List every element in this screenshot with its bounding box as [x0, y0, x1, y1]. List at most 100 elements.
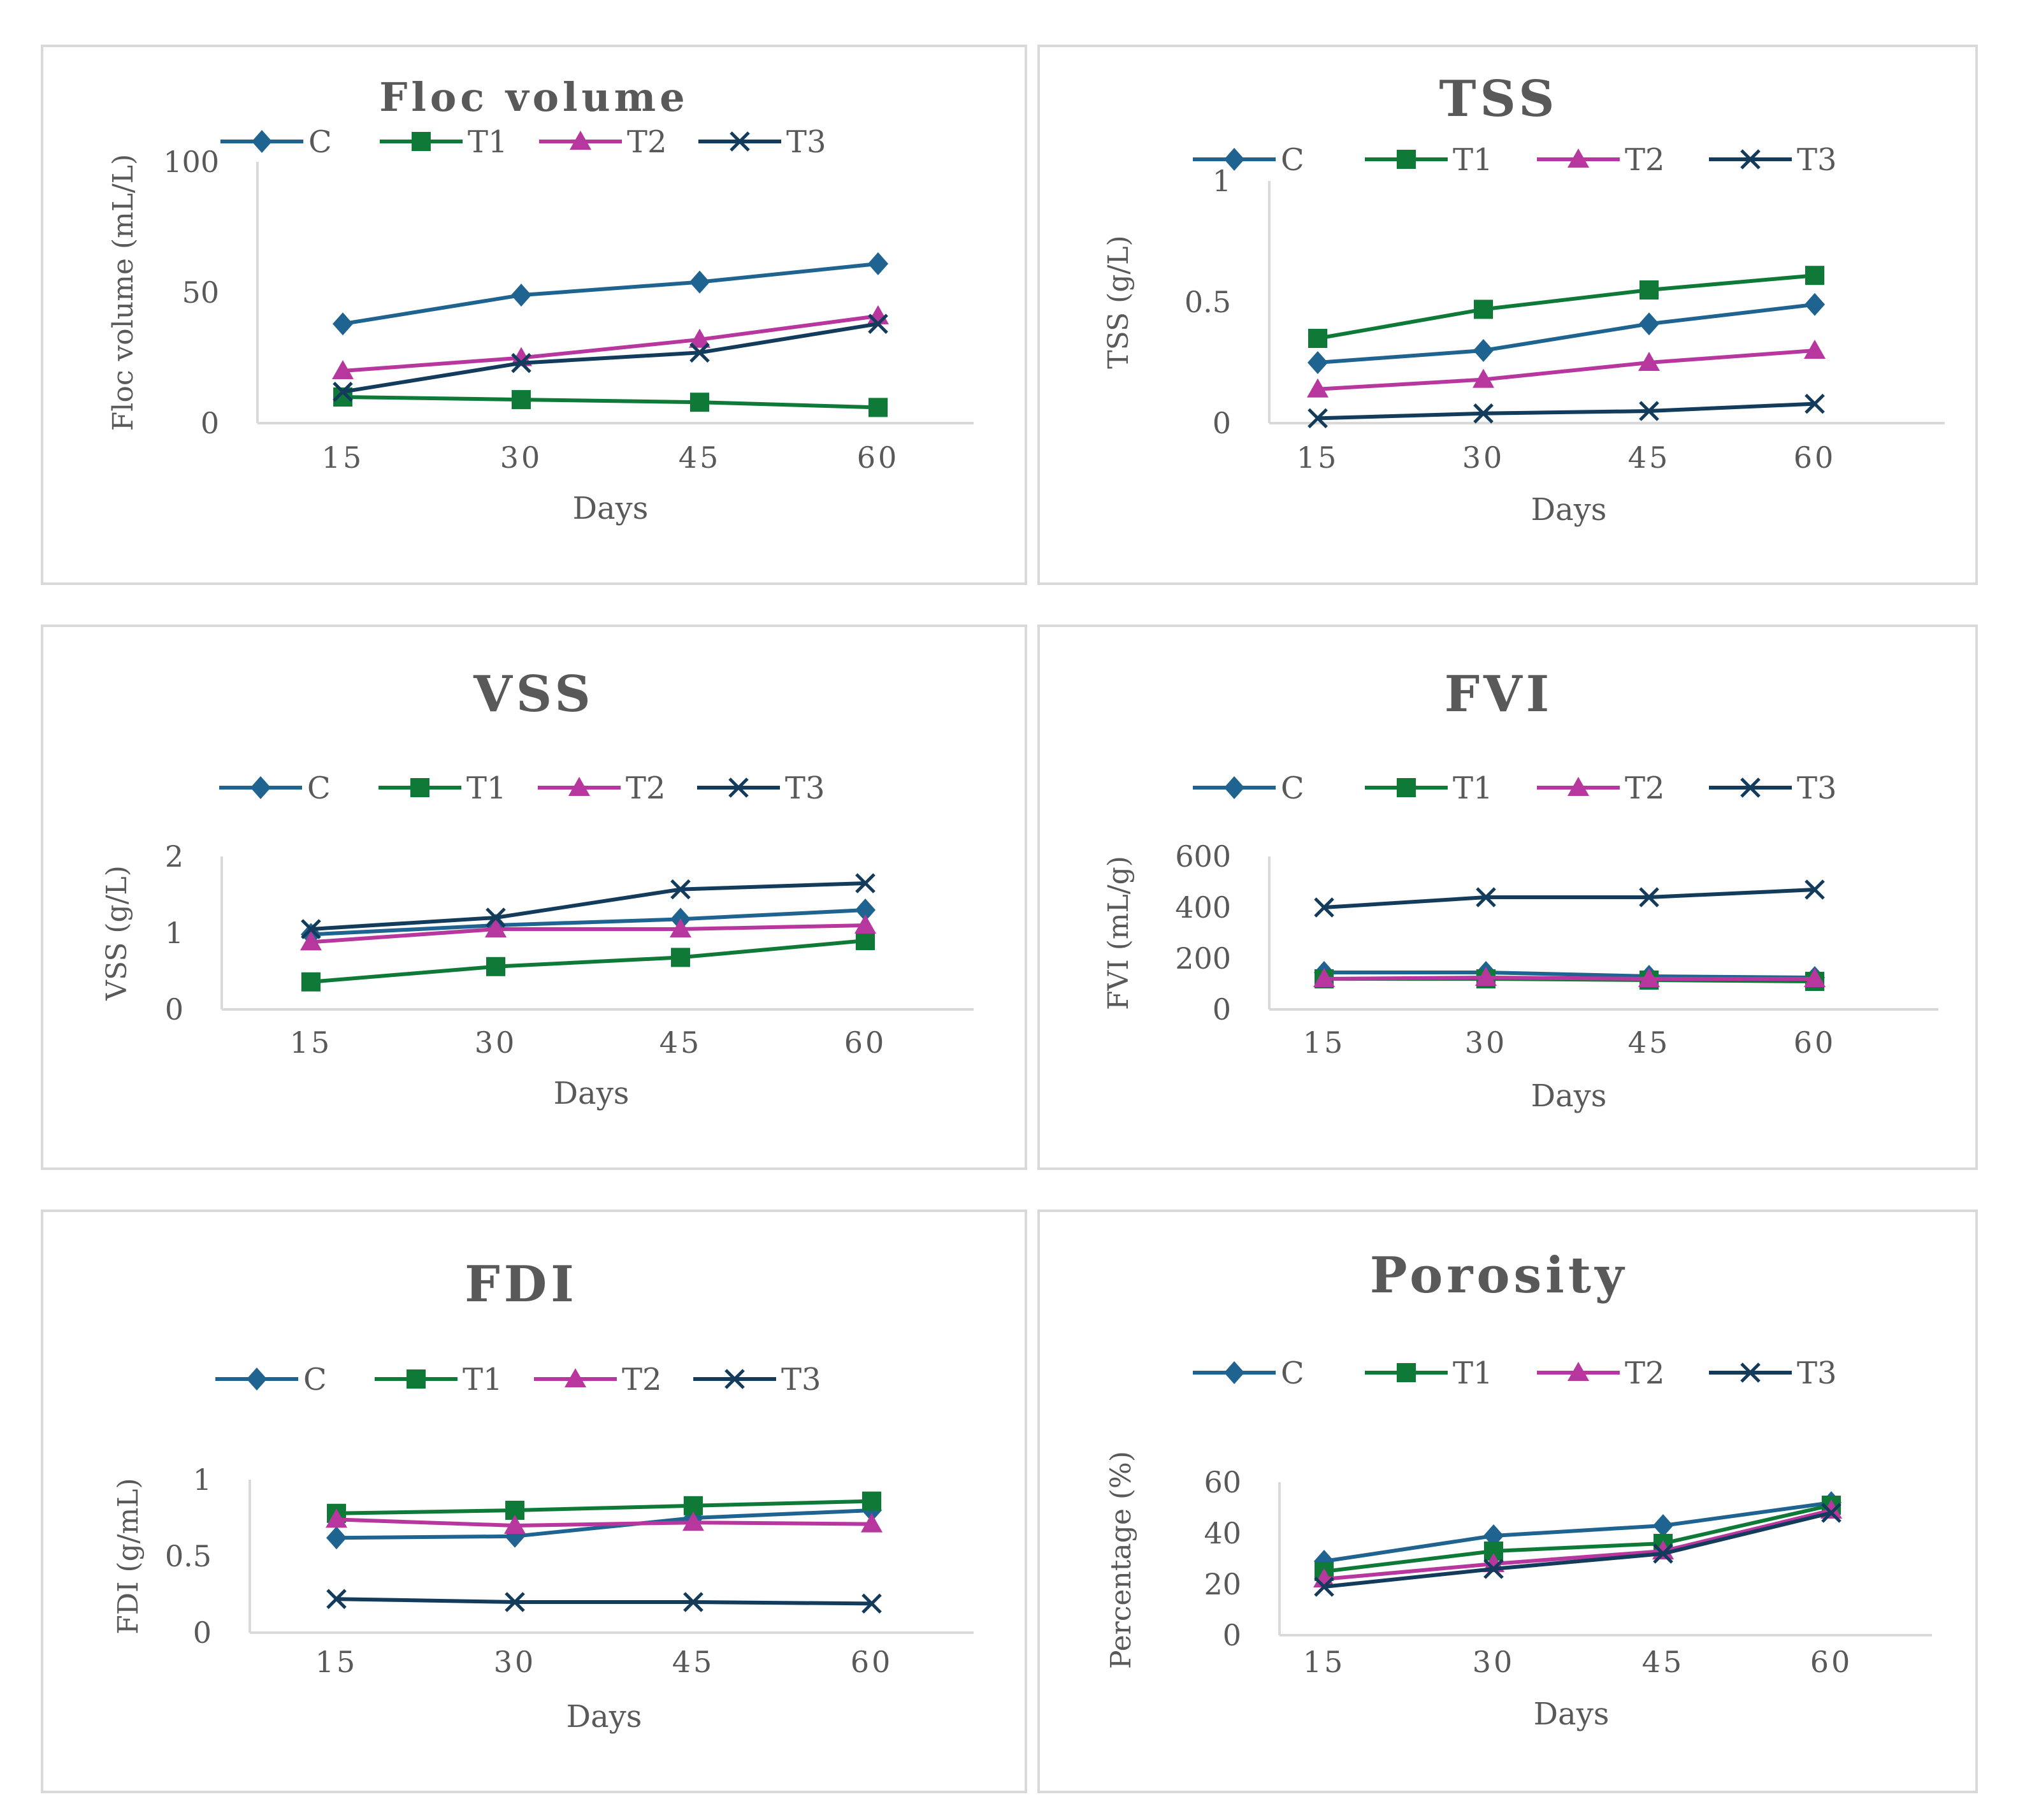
legend-item-t2: T2 — [538, 770, 666, 806]
y-tick-label: 1 — [1213, 164, 1231, 198]
data-point-t2 — [485, 918, 507, 937]
data-point-t2 — [1638, 352, 1660, 371]
x-axis-title: Days — [554, 1076, 630, 1111]
x-tick-label: 30 — [1465, 1025, 1508, 1060]
fdi-chart-title: FDI — [465, 1255, 578, 1313]
legend-item-c: C — [215, 1362, 327, 1398]
legend-item-t3: T3 — [1709, 770, 1837, 806]
series-line-t1 — [1323, 1503, 1832, 1573]
series-line-c — [342, 261, 879, 326]
data-point-t2 — [1804, 340, 1826, 359]
legend-marker-triangle — [1568, 1362, 1589, 1381]
y-tick-label: 0 — [1213, 406, 1231, 440]
legend-label: T3 — [1797, 770, 1837, 806]
series-t2 — [300, 914, 876, 951]
legend-item-t3: T3 — [1709, 1355, 1837, 1391]
x-tick-label: 15 — [1303, 1645, 1346, 1679]
data-point-c — [511, 284, 531, 307]
data-point-t1 — [1308, 329, 1327, 348]
data-point-t3 — [683, 1592, 703, 1612]
floc-volume-chart: Floc volume C T1 T2 T3 0 50 100 15 30 45 60 Days Floc… — [107, 74, 974, 526]
series-t2 — [1307, 340, 1826, 398]
data-point-t3 — [505, 1592, 525, 1612]
series-line-t3 — [310, 881, 866, 931]
y-tick-label: 60 — [1204, 1465, 1241, 1499]
data-point-t2 — [300, 931, 322, 951]
x-axis-title: Days — [566, 1699, 642, 1735]
legend-label: T3 — [781, 1362, 821, 1398]
series-t1 — [301, 931, 875, 992]
legend-label: C — [308, 124, 332, 160]
data-point-t3 — [1476, 887, 1496, 907]
data-point-c — [855, 899, 876, 921]
data-point-t2 — [854, 914, 876, 934]
legend-item-t2: T2 — [534, 1362, 662, 1398]
legend-marker-triangle — [1568, 148, 1589, 168]
data-point-t3 — [301, 919, 321, 939]
data-point-c — [1639, 312, 1659, 336]
data-point-t3 — [333, 382, 353, 402]
data-point-t2 — [1638, 968, 1660, 987]
data-point-t2 — [861, 1513, 883, 1533]
y-axis-title: VSS (g/L) — [101, 865, 133, 1001]
legend-marker-x — [1740, 1362, 1761, 1383]
legend-marker-triangle — [1568, 777, 1589, 796]
data-point-t3 — [1821, 1503, 1841, 1523]
legend-item-c: C — [219, 770, 331, 806]
legend-item-t1: T1 — [375, 1362, 503, 1398]
y-tick-label: 1 — [193, 1462, 212, 1497]
data-point-t2 — [1307, 378, 1329, 398]
series-t1 — [333, 387, 888, 417]
data-point-t2 — [504, 1515, 526, 1534]
legend-item-t1: T1 — [1365, 770, 1493, 806]
y-axis-title: FVI (mL/g) — [1102, 856, 1135, 1010]
series-c — [1308, 292, 1825, 374]
x-tick-label: 45 — [659, 1025, 702, 1060]
y-tick-label: 200 — [1175, 941, 1231, 976]
legend-marker-triangle — [565, 1368, 586, 1387]
legend-label: C — [307, 770, 331, 806]
legend-label: T1 — [1453, 1355, 1493, 1391]
data-point-t2 — [332, 360, 354, 379]
x-tick-label: 60 — [844, 1025, 887, 1060]
data-point-c — [868, 252, 888, 275]
series-t3 — [1314, 1503, 1841, 1597]
tss-chart-panel: TSS C T1 T2 T3 0 0.5 1 15 30 45 60 Days TSS (g/L) — [1037, 45, 1978, 585]
series-line-c — [310, 908, 866, 937]
data-point-t3 — [1653, 1543, 1673, 1564]
legend-marker-x — [728, 777, 749, 798]
legend-item-t1: T1 — [1365, 142, 1493, 178]
data-point-c — [1653, 1514, 1673, 1537]
data-point-t3 — [689, 342, 710, 363]
series-line-t3 — [342, 322, 879, 394]
data-point-t3 — [326, 1589, 347, 1609]
legend-label: T2 — [622, 1362, 662, 1398]
data-point-t3 — [1639, 887, 1659, 907]
series-t3 — [301, 873, 876, 939]
data-point-t2 — [1473, 368, 1494, 388]
data-point-t3 — [670, 879, 691, 900]
y-tick-label: 1 — [165, 916, 184, 950]
legend-item-t2: T2 — [1537, 770, 1665, 806]
legend-item-c: C — [1193, 142, 1304, 178]
legend-item-t2: T2 — [1537, 142, 1665, 178]
legend-label: C — [1281, 1355, 1304, 1391]
x-axis-title: Days — [1531, 1078, 1607, 1114]
y-tick-label: 40 — [1204, 1516, 1241, 1550]
legend-label: T2 — [627, 124, 667, 160]
y-tick-label: 0.5 — [165, 1539, 212, 1573]
series-line-t2 — [1323, 976, 1815, 981]
series-line-t1 — [310, 939, 866, 984]
series-t1 — [1315, 1496, 1841, 1581]
legend-label: T3 — [785, 770, 825, 806]
fvi-chart: FVI C T1 T2 T3 0 200 400 600 15 30 45 60 Days FVI (mL/… — [1102, 665, 1938, 1114]
legend-marker-diamond — [1224, 776, 1244, 799]
series-line-c — [1324, 971, 1815, 979]
legend-marker-square — [1397, 778, 1416, 797]
legend-item-t2: T2 — [1537, 1355, 1665, 1391]
legend-marker-diamond — [1224, 148, 1244, 171]
series-t1 — [1308, 266, 1824, 348]
series-line-t3 — [1317, 401, 1815, 421]
x-tick-label: 45 — [1628, 440, 1671, 475]
legend-item-t3: T3 — [697, 770, 825, 806]
